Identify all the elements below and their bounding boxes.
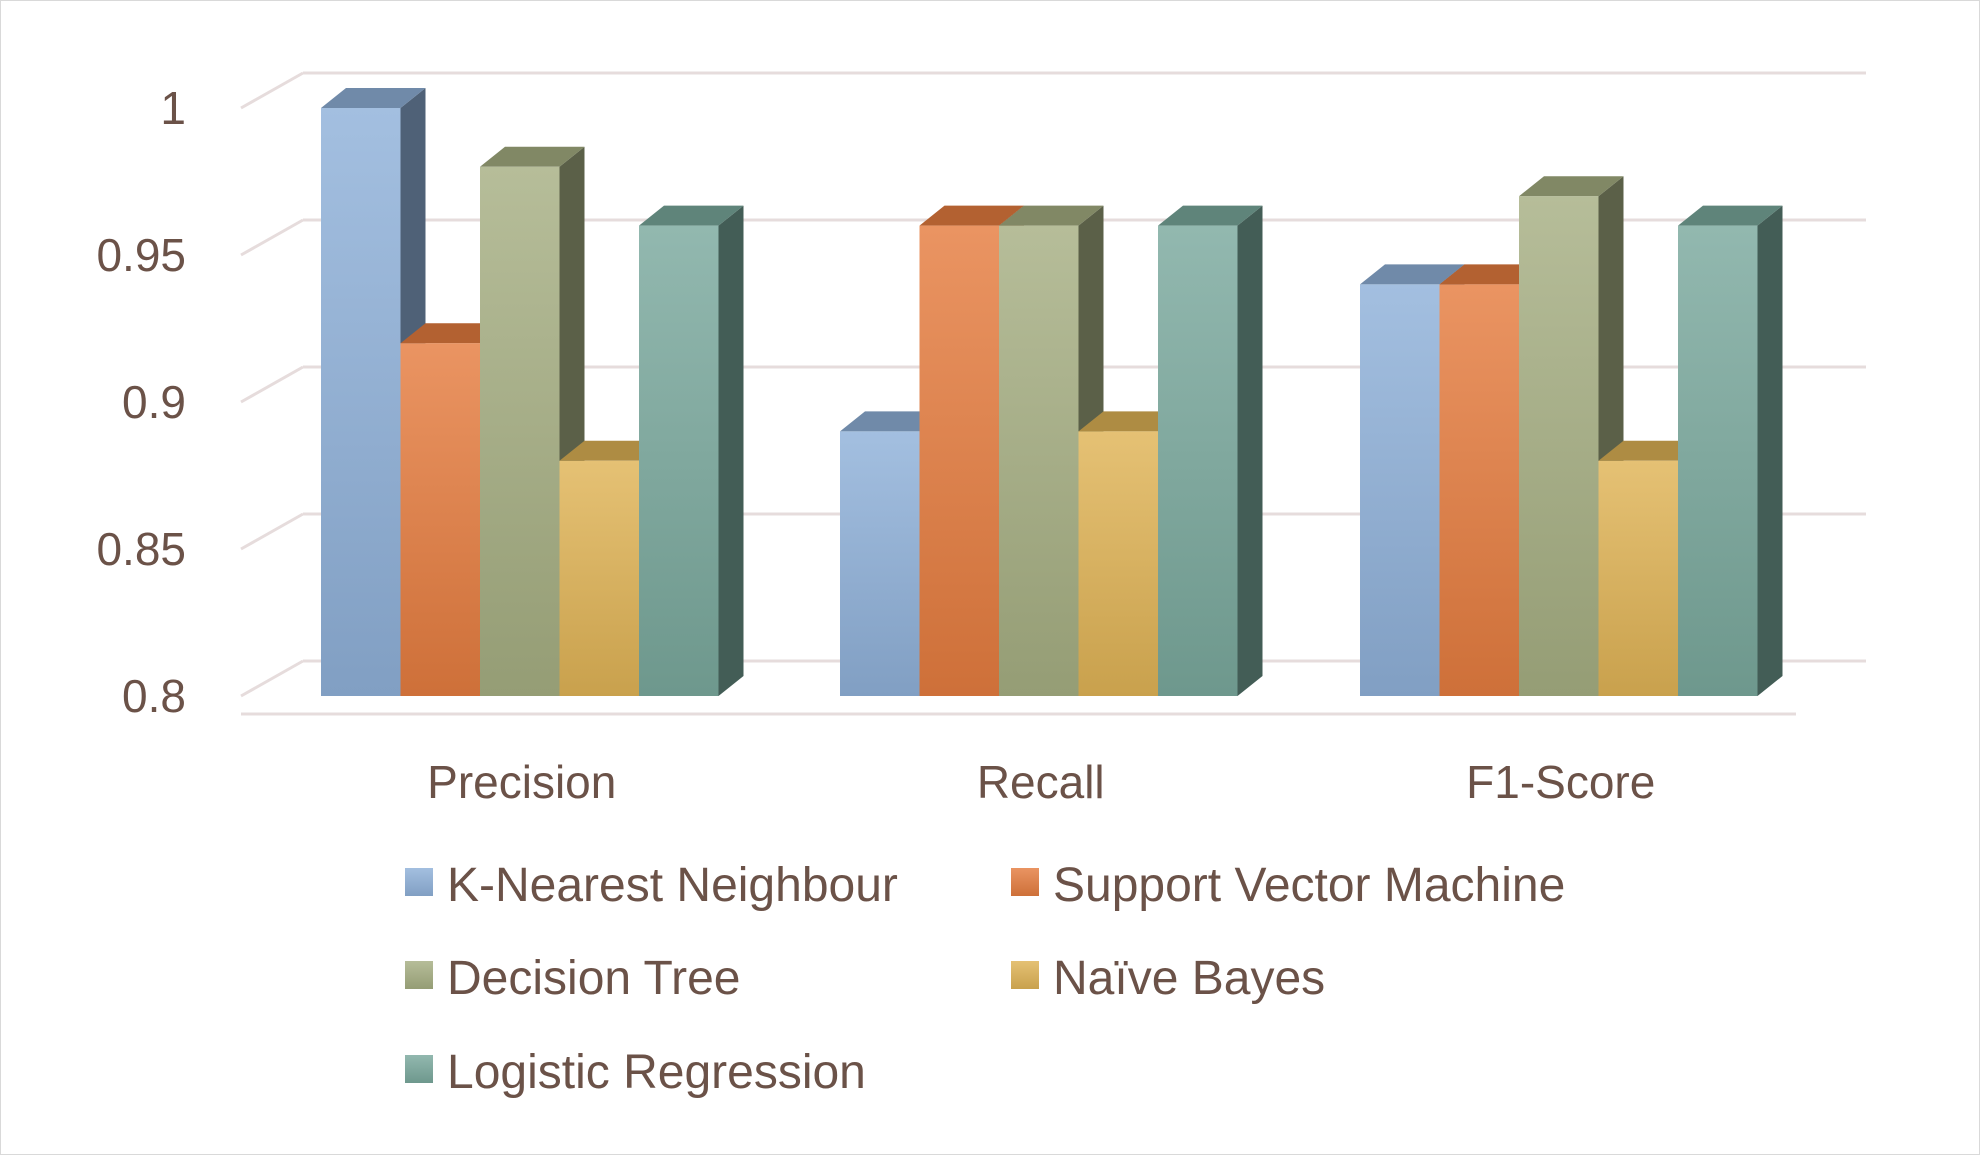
legend-label: Logistic Regression bbox=[447, 1046, 866, 1099]
bar-front bbox=[400, 343, 480, 696]
legend-item: Logistic Regression bbox=[405, 1046, 866, 1099]
bar-top bbox=[1598, 440, 1703, 461]
bar-top bbox=[840, 411, 945, 432]
bar-top bbox=[1078, 411, 1183, 432]
legend-swatch bbox=[405, 868, 433, 896]
bar-front bbox=[639, 225, 719, 696]
bar-top bbox=[1519, 176, 1624, 197]
bar-top bbox=[480, 146, 585, 167]
bar-top bbox=[321, 88, 426, 108]
y-axis-ticks: 0.8 0.85 0.9 0.95 1 bbox=[96, 82, 186, 722]
bar-front bbox=[1078, 431, 1158, 696]
gridline-depth bbox=[240, 659, 304, 698]
bar-front bbox=[840, 431, 920, 696]
gridline-depth bbox=[240, 71, 304, 110]
legend-label: Decision Tree bbox=[447, 952, 740, 1005]
bar-front bbox=[559, 460, 639, 696]
bar-top bbox=[1678, 205, 1783, 226]
legend-swatch bbox=[405, 1055, 433, 1083]
category-label: F1-Score bbox=[1466, 756, 1655, 808]
bar-side bbox=[1237, 205, 1263, 696]
gridline-depth bbox=[240, 365, 304, 404]
category-label: Recall bbox=[977, 756, 1105, 808]
legend-label: Naïve Bayes bbox=[1053, 952, 1325, 1005]
y-tick-label: 0.95 bbox=[96, 229, 186, 281]
bar-top bbox=[999, 205, 1104, 226]
bar bbox=[639, 205, 744, 696]
bar-front bbox=[999, 225, 1079, 696]
bar-top bbox=[639, 205, 744, 226]
bar bbox=[1158, 205, 1263, 696]
bar-front bbox=[1598, 460, 1678, 696]
bar-front bbox=[919, 225, 999, 696]
legend-item: Support Vector Machine bbox=[1011, 859, 1565, 912]
legend: K-Nearest Neighbour Support Vector Machin… bbox=[405, 859, 1565, 1099]
legend-swatch bbox=[405, 961, 433, 989]
legend-swatch bbox=[1011, 961, 1039, 989]
bar-top bbox=[559, 440, 664, 461]
bar-front bbox=[1158, 225, 1238, 696]
legend-item: K-Nearest Neighbour bbox=[405, 859, 898, 912]
y-tick-label: 0.9 bbox=[122, 376, 186, 428]
legend-label: Support Vector Machine bbox=[1053, 859, 1565, 912]
bars bbox=[321, 88, 1783, 697]
bar-top bbox=[1158, 205, 1263, 226]
bar bbox=[1678, 205, 1783, 696]
bar-side bbox=[1757, 205, 1783, 696]
bar-top bbox=[1360, 264, 1465, 285]
legend-label: K-Nearest Neighbour bbox=[447, 859, 898, 912]
gridline-depth bbox=[240, 512, 304, 551]
bar-front bbox=[1519, 196, 1599, 696]
bar-front bbox=[480, 166, 560, 697]
y-tick-label: 0.8 bbox=[122, 670, 186, 722]
bar-top bbox=[400, 323, 505, 344]
bar-front bbox=[1439, 284, 1519, 696]
y-tick-label: 1 bbox=[160, 82, 186, 134]
y-tick-label: 0.85 bbox=[96, 523, 186, 575]
legend-item: Decision Tree bbox=[405, 952, 740, 1005]
bar-side bbox=[718, 205, 744, 696]
gridline-depth bbox=[240, 218, 304, 257]
legend-item: Naïve Bayes bbox=[1011, 952, 1325, 1005]
bar-front bbox=[1678, 225, 1758, 696]
bar-front bbox=[1360, 284, 1440, 696]
bar-top bbox=[1439, 264, 1544, 285]
bar-front bbox=[321, 108, 401, 696]
category-label: Precision bbox=[427, 756, 616, 808]
legend-swatch bbox=[1011, 868, 1039, 896]
bar-top bbox=[919, 205, 1024, 226]
x-axis-categories: Precision Recall F1-Score bbox=[427, 756, 1655, 808]
